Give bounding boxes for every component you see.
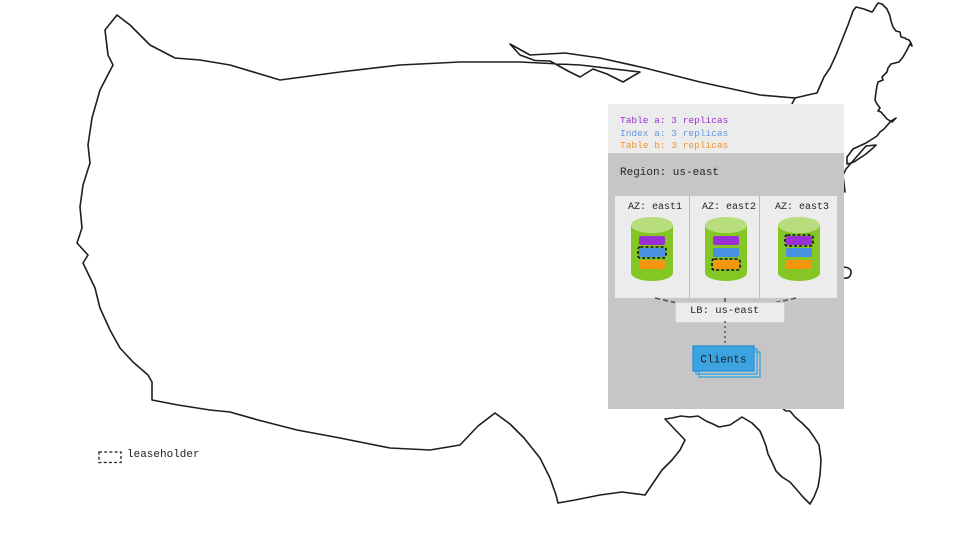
svg-text:Clients: Clients [700, 354, 746, 366]
